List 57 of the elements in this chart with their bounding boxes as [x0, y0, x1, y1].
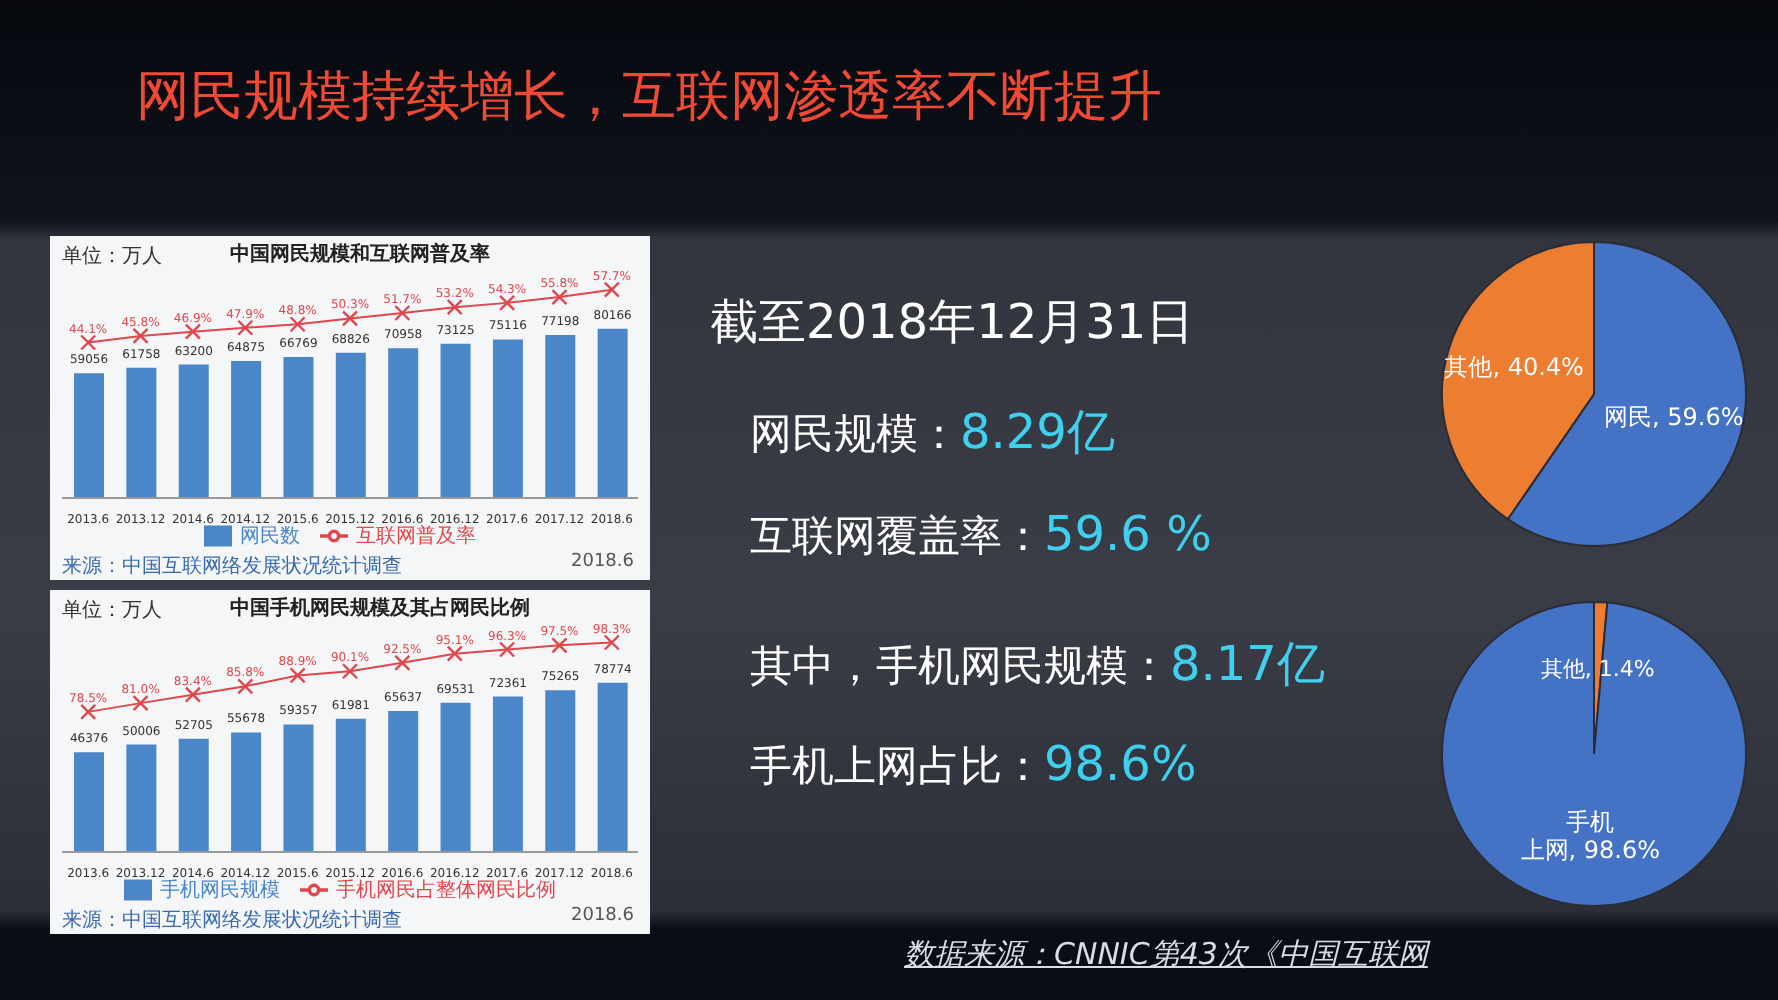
point	[79, 334, 97, 351]
point	[237, 319, 254, 336]
bar	[440, 343, 471, 498]
bar	[74, 752, 104, 852]
legend-label: 手机网民规模	[160, 880, 280, 902]
source-note: 来源：中国互联网络发展状况统计调查	[62, 907, 402, 934]
chart-title: 中国手机网民规模及其占网民比例	[230, 595, 530, 622]
chart-title: 中国网民规模和互联网普及率	[230, 240, 490, 268]
bar	[335, 352, 366, 498]
bar	[283, 357, 314, 498]
point	[289, 667, 306, 684]
slice-label: 网民, 59.6%	[1604, 403, 1744, 432]
bar	[126, 744, 157, 852]
point	[289, 316, 306, 333]
text: 单位：万人	[62, 243, 162, 270]
bar	[231, 732, 262, 852]
point	[132, 327, 149, 345]
bar	[492, 339, 523, 498]
text: 手机上网占比：98.6%	[750, 736, 1197, 792]
text: 截至2018年12月31日	[710, 292, 1195, 354]
point	[341, 310, 359, 327]
bar	[388, 710, 419, 852]
text: 网民规模：8.29亿	[750, 404, 1115, 460]
bar	[597, 682, 628, 852]
text: 单位：万人	[62, 597, 162, 624]
bar	[545, 335, 576, 498]
bar	[388, 348, 419, 498]
point	[79, 703, 97, 721]
bar	[178, 738, 209, 852]
bar	[283, 724, 314, 852]
pie-slice	[1441, 601, 1747, 907]
point	[184, 686, 202, 703]
source-note: 数据来源：CNNIC第43次《中国互联网	[904, 936, 1428, 974]
bar	[440, 702, 471, 852]
bar	[492, 696, 523, 852]
point	[184, 323, 202, 340]
bar	[597, 328, 628, 498]
slice-label: 其他, 40.4%	[1444, 353, 1584, 382]
slice-label: 手机上网, 98.6%	[1520, 808, 1661, 865]
legend-label: 网民数	[240, 526, 300, 548]
legend-label: 手机网民占整体网民比例	[336, 880, 556, 902]
bar	[178, 364, 209, 498]
text: 2018.6	[571, 552, 634, 572]
point	[132, 694, 149, 712]
source-note: 来源：中国互联网络发展状况统计调查	[62, 553, 402, 580]
text: 其中，手机网民规模：8.17亿	[750, 636, 1325, 692]
bar	[74, 373, 104, 498]
bar	[335, 718, 366, 852]
text: 网民规模持续增长，互联网渗透率不断提升	[136, 64, 1162, 132]
legend-label: 互联网普及率	[356, 526, 476, 548]
bar	[126, 367, 157, 498]
point	[341, 663, 359, 680]
bar	[231, 361, 262, 498]
point	[237, 678, 254, 695]
text: 互联网覆盖率：59.6 %	[750, 506, 1212, 562]
bar	[545, 690, 576, 852]
text: 2018.6	[571, 906, 634, 926]
